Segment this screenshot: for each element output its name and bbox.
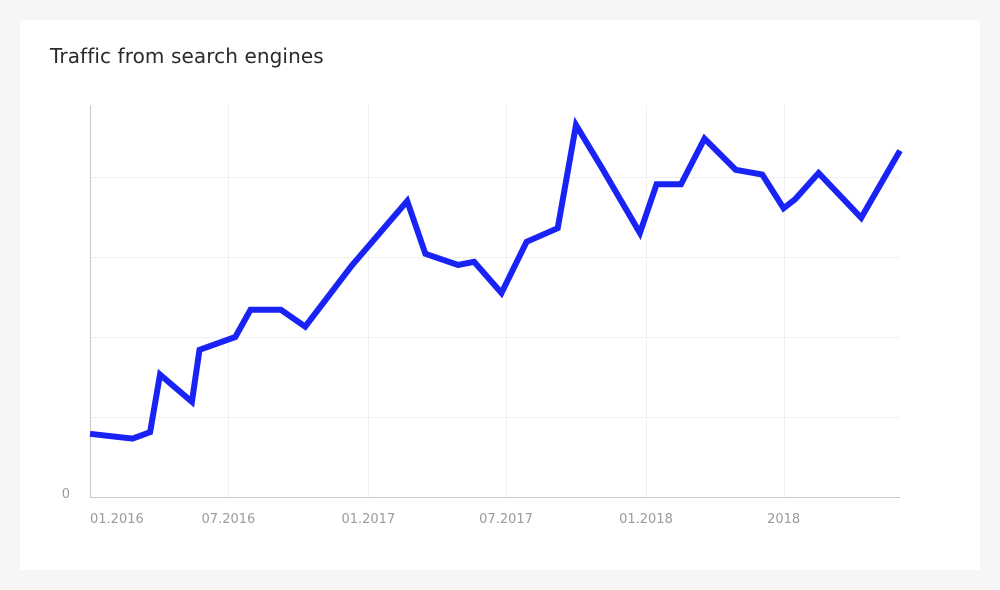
x-tick-label: 01.2016 xyxy=(90,512,144,527)
axes xyxy=(90,105,900,498)
x-tick-label: 07.2017 xyxy=(479,512,533,527)
tick-labels: 0 01.2016 07.2016 01.2017 07.2017 01.2018 2018 xyxy=(62,487,800,527)
grid-lines xyxy=(90,105,900,497)
chart-title: Traffic from search engines xyxy=(50,44,324,68)
series-line xyxy=(89,116,903,442)
x-tick-label: 01.2017 xyxy=(341,512,395,527)
y-tick-label: 0 xyxy=(62,487,70,502)
x-tick-label: 07.2016 xyxy=(202,512,256,527)
x-tick-label: 01.2018 xyxy=(619,512,673,527)
series-layer xyxy=(89,116,903,442)
x-tick-label: 2018 xyxy=(767,512,800,527)
